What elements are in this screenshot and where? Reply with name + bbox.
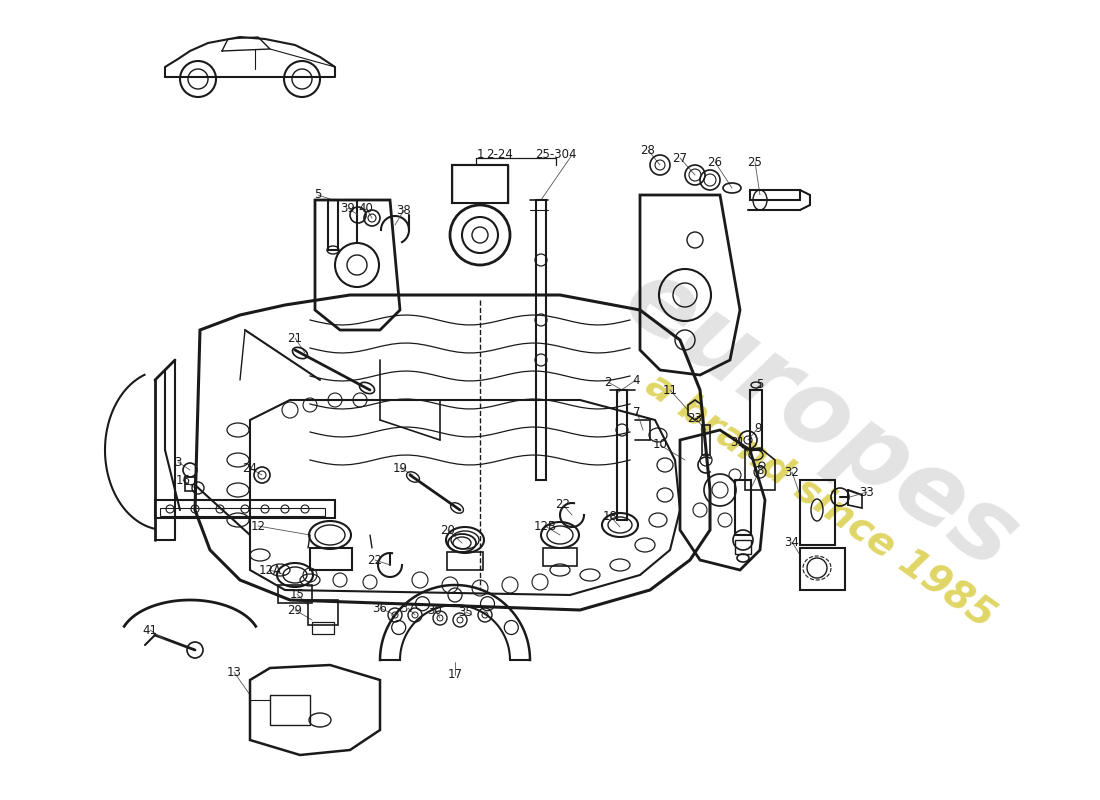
Text: 7: 7 — [634, 406, 640, 418]
Bar — [750, 390, 762, 450]
Text: 25-30: 25-30 — [535, 149, 569, 162]
Text: 3: 3 — [174, 455, 182, 469]
Text: 5: 5 — [315, 189, 321, 202]
Bar — [536, 200, 546, 480]
Text: 15: 15 — [289, 587, 305, 601]
Text: 18: 18 — [603, 510, 617, 522]
Text: 30: 30 — [428, 603, 442, 617]
Bar — [328, 200, 338, 250]
Text: 4: 4 — [632, 374, 640, 386]
Text: 17: 17 — [448, 669, 462, 682]
Text: 1: 1 — [476, 149, 484, 162]
Bar — [185, 477, 195, 491]
Text: 23: 23 — [688, 411, 703, 425]
Bar — [312, 622, 334, 634]
Text: 12: 12 — [251, 519, 265, 533]
Text: 38: 38 — [397, 203, 411, 217]
Text: 21: 21 — [287, 331, 303, 345]
Text: 13: 13 — [227, 666, 241, 678]
Text: 33: 33 — [859, 486, 874, 498]
Text: 26: 26 — [707, 155, 723, 169]
Text: 22: 22 — [367, 554, 383, 566]
Text: 41: 41 — [143, 623, 157, 637]
Text: 34: 34 — [784, 535, 800, 549]
Text: 29: 29 — [287, 603, 303, 617]
Text: 28: 28 — [640, 143, 656, 157]
Text: europes: europes — [605, 250, 1035, 590]
Text: 37: 37 — [400, 602, 416, 614]
Bar — [160, 508, 324, 516]
Text: 27: 27 — [672, 151, 688, 165]
Text: 31: 31 — [730, 435, 746, 449]
Text: 2: 2 — [604, 375, 612, 389]
Text: 35: 35 — [459, 606, 473, 618]
Bar — [735, 480, 751, 535]
Text: 8: 8 — [757, 463, 763, 477]
Text: 20: 20 — [441, 523, 455, 537]
Text: 2-24: 2-24 — [486, 149, 514, 162]
Bar — [617, 390, 627, 520]
Text: 40: 40 — [359, 202, 373, 214]
Text: 9: 9 — [755, 422, 761, 434]
Bar — [308, 600, 338, 625]
Text: 11: 11 — [662, 383, 678, 397]
Text: 12B: 12B — [534, 519, 557, 533]
Bar — [270, 695, 310, 725]
Text: 39: 39 — [341, 202, 355, 214]
Bar — [702, 425, 710, 455]
Text: 10: 10 — [652, 438, 668, 451]
Text: 4: 4 — [569, 149, 575, 162]
Text: 32: 32 — [784, 466, 800, 478]
Bar — [750, 190, 800, 200]
Bar — [155, 500, 336, 518]
Bar — [452, 165, 508, 203]
Bar — [735, 540, 751, 554]
Text: 24: 24 — [242, 462, 257, 474]
Text: 16: 16 — [176, 474, 190, 486]
Text: a brand since 1985: a brand since 1985 — [638, 365, 1002, 635]
Text: 36: 36 — [373, 602, 387, 614]
Text: 12A: 12A — [258, 563, 282, 577]
Text: 22: 22 — [556, 498, 571, 511]
Text: 5: 5 — [757, 378, 763, 391]
Bar — [543, 548, 578, 566]
Text: 19: 19 — [393, 462, 407, 474]
Bar — [278, 585, 312, 603]
Bar — [447, 552, 483, 570]
Bar — [310, 548, 352, 570]
Text: 25: 25 — [748, 155, 762, 169]
